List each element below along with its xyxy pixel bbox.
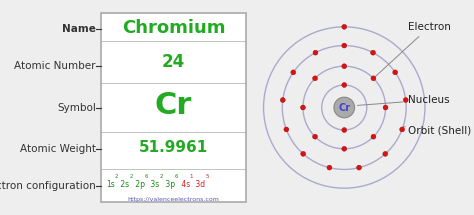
Text: 2: 2 [129,174,133,179]
Text: 2s: 2s [118,180,129,189]
Text: Symbol: Symbol [57,103,96,112]
Circle shape [356,165,362,170]
Text: 3s: 3s [148,180,159,189]
Circle shape [313,76,318,81]
Circle shape [291,70,296,75]
Circle shape [342,127,346,132]
Circle shape [280,98,285,103]
Text: Cr: Cr [338,103,350,112]
Text: Cr: Cr [155,91,192,120]
Text: 6: 6 [175,174,179,179]
Circle shape [284,127,289,132]
Circle shape [342,64,346,69]
Text: Chromium: Chromium [122,19,225,37]
Text: Atomic Number: Atomic Number [14,61,96,71]
Text: 51.9961: 51.9961 [139,140,208,155]
Circle shape [393,70,398,75]
Text: 1s: 1s [106,180,115,189]
Text: 4s: 4s [179,180,190,189]
Text: Name: Name [62,24,96,34]
Circle shape [301,151,306,156]
Text: Atomic Weight: Atomic Weight [20,144,96,154]
Circle shape [342,83,346,88]
Text: Electron: Electron [375,22,451,76]
Circle shape [301,105,305,110]
Text: Nucleus: Nucleus [357,95,450,105]
Text: 3d: 3d [193,180,205,189]
Circle shape [334,97,355,118]
Bar [101,12,246,203]
Circle shape [313,134,318,139]
Circle shape [371,134,376,139]
Circle shape [342,43,346,48]
Circle shape [342,24,346,29]
Circle shape [327,165,332,170]
Circle shape [371,76,376,81]
Text: 2: 2 [159,174,163,179]
Text: 1: 1 [190,174,193,179]
Text: 2: 2 [115,174,118,179]
Text: Electron configuration: Electron configuration [0,181,96,191]
Circle shape [400,127,405,132]
Circle shape [313,50,318,55]
Text: 6: 6 [145,174,148,179]
Text: https://valenceelectrons.com: https://valenceelectrons.com [128,197,219,202]
Text: Orbit (Shell): Orbit (Shell) [403,125,471,135]
Circle shape [403,98,408,103]
Circle shape [342,146,346,151]
Text: 2p: 2p [133,180,145,189]
Circle shape [383,151,388,156]
Text: 5: 5 [205,174,209,179]
Text: 3p: 3p [163,180,175,189]
Text: 24: 24 [162,53,185,71]
Circle shape [383,105,388,110]
Circle shape [371,50,375,55]
